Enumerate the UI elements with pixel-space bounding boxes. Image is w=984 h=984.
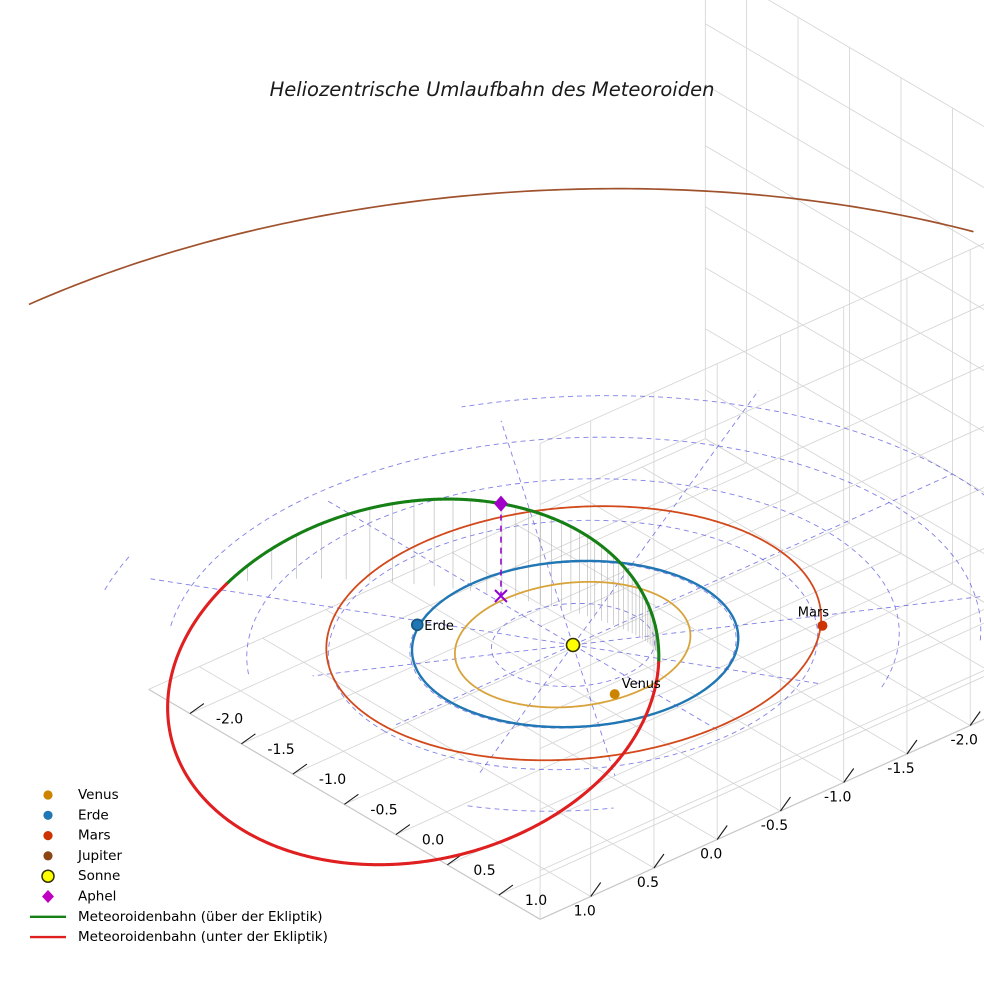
ecliptic-polar-grid	[104, 389, 984, 812]
y-tick-label: 1.0	[525, 893, 547, 909]
y-tick-label: 0.0	[422, 833, 444, 849]
axis-spines-and-ticks: -0.50.00.51.01.52.02.5-2.5-2.0-1.5-1.0-0…	[148, 688, 984, 920]
legend-label: Aphel	[78, 889, 116, 905]
x-tick-label: -2.0	[951, 733, 978, 749]
legend-label: Mars	[78, 828, 111, 844]
x-tick-label: -1.0	[824, 790, 851, 806]
meteoroid-orbit-above-ecliptic	[224, 497, 657, 628]
y-tick-label: -2.0	[216, 712, 243, 728]
legend-marker-jupiter	[43, 851, 53, 861]
venus-label: Venus	[622, 677, 661, 692]
aphel-diamond-marker	[493, 495, 508, 512]
sonne-body-marker	[565, 637, 581, 653]
venus-body-marker	[609, 689, 620, 700]
x-tick-label: -1.5	[887, 761, 914, 777]
y-tick-label: -1.0	[319, 772, 346, 788]
meteoroid-orbit-above-ecliptic	[653, 624, 661, 662]
erde-label: Erde	[424, 619, 454, 634]
x-tick-label: 0.5	[637, 875, 659, 891]
legend-label: Sonne	[78, 868, 120, 884]
legend-label: Jupiter	[77, 848, 122, 864]
venus-orbit	[453, 580, 692, 709]
legend-label: Meteoroidenbahn (unter der Ekliptik)	[78, 929, 328, 945]
jupiter-orbit	[28, 187, 974, 305]
legend-label: Erde	[78, 807, 109, 823]
mars-orbit	[325, 505, 823, 762]
meteoroid-orbit	[166, 497, 661, 867]
legend-marker-sonne	[41, 869, 55, 883]
x-tick-label: -0.5	[761, 818, 788, 834]
celestial-bodies: Mars Venus Erde	[410, 495, 830, 700]
mars-body-marker	[817, 620, 828, 631]
y-tick-label: -1.5	[267, 742, 294, 758]
meteoroid-orbit-below-ecliptic	[166, 582, 661, 867]
legend-marker-aphel	[42, 890, 54, 903]
x-tick-label: 0.0	[700, 847, 722, 863]
y-tick-label: 0.5	[473, 863, 495, 879]
page-title: Heliozentrische Umlaufbahn des Meteoroid…	[270, 78, 715, 101]
x-tick-label: 1.0	[574, 904, 596, 920]
aphel-ground-x-marker	[494, 589, 508, 603]
legend-marker-erde	[43, 810, 53, 820]
axes-panes	[148, 0, 984, 920]
orbit-droplines	[247, 499, 660, 658]
legend-marker-mars	[43, 831, 53, 841]
legend: Venus Erde Mars Jupiter Sonne Aphel Meteoroide…	[30, 787, 328, 945]
legend-marker-venus	[43, 790, 53, 800]
erde-body-marker	[410, 618, 424, 632]
mars-label: Mars	[798, 606, 830, 621]
legend-label: Meteoroidenbahn (über der Ekliptik)	[78, 909, 323, 925]
y-tick-label: -0.5	[370, 802, 397, 818]
legend-label: Venus	[78, 787, 119, 803]
